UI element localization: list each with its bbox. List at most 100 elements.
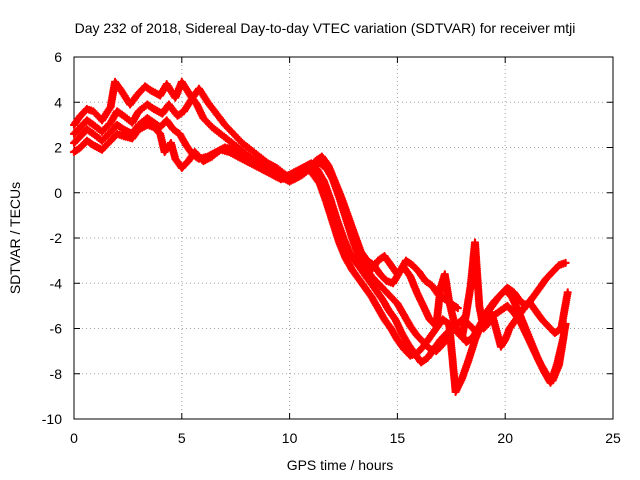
data-point xyxy=(402,265,406,269)
data-point xyxy=(311,173,315,177)
data-point xyxy=(195,103,199,107)
data-point xyxy=(441,317,445,321)
data-point xyxy=(158,132,162,136)
data-point xyxy=(538,286,542,290)
data-point xyxy=(197,87,201,91)
data-point xyxy=(257,155,261,159)
data-point xyxy=(344,256,348,260)
data-point xyxy=(270,173,274,177)
data-point xyxy=(482,327,486,330)
data-point xyxy=(540,317,544,321)
series-trace-5 xyxy=(348,224,572,351)
y-tick-label: -10 xyxy=(42,411,62,427)
data-point xyxy=(402,347,406,351)
data-point xyxy=(249,148,253,152)
data-point xyxy=(91,109,95,113)
data-point xyxy=(158,93,162,97)
data-point xyxy=(122,134,126,138)
data-point xyxy=(464,311,468,315)
data-point xyxy=(173,96,177,100)
data-point xyxy=(193,150,197,154)
data-point xyxy=(408,274,412,278)
grid-lines xyxy=(74,57,613,419)
data-point xyxy=(253,164,257,168)
data-point xyxy=(395,272,399,276)
data-point xyxy=(363,259,367,263)
data-point xyxy=(288,175,292,179)
data-point xyxy=(85,127,89,131)
data-point xyxy=(542,369,546,373)
data-point xyxy=(337,195,341,199)
data-point xyxy=(374,288,378,292)
data-point xyxy=(382,317,386,321)
data-point xyxy=(419,360,423,364)
data-point xyxy=(115,109,119,113)
data-point xyxy=(460,376,464,380)
data-point xyxy=(137,109,141,113)
data-point xyxy=(434,324,438,328)
data-point xyxy=(173,157,177,161)
data-point xyxy=(361,270,365,274)
data-point xyxy=(109,105,113,109)
data-point xyxy=(201,116,205,120)
data-point xyxy=(467,358,471,362)
data-point xyxy=(527,299,531,303)
data-point xyxy=(296,170,300,174)
data-point xyxy=(357,245,361,249)
data-point xyxy=(400,331,404,335)
data-point xyxy=(389,295,393,299)
data-point xyxy=(191,96,195,100)
data-point xyxy=(167,103,171,107)
data-point xyxy=(158,125,162,129)
data-point xyxy=(320,155,324,159)
data-point xyxy=(100,130,104,134)
data-point xyxy=(279,177,283,181)
data-point xyxy=(380,297,384,301)
y-tick-label: -4 xyxy=(50,275,63,291)
data-point xyxy=(109,130,113,134)
data-point xyxy=(175,114,179,118)
data-point xyxy=(492,299,496,303)
data-point xyxy=(376,259,380,263)
data-point xyxy=(219,148,223,152)
data-point xyxy=(564,261,568,265)
data-point xyxy=(128,103,132,107)
x-tick-label: 20 xyxy=(497,430,513,446)
data-point xyxy=(169,141,173,145)
data-point xyxy=(367,279,371,283)
data-point xyxy=(145,123,149,127)
data-point xyxy=(432,347,436,351)
x-tick-label: 5 xyxy=(178,430,186,446)
data-point xyxy=(370,268,374,272)
data-point xyxy=(376,306,380,310)
data-point xyxy=(206,100,210,104)
data-point xyxy=(391,281,395,285)
series-layer xyxy=(69,77,572,396)
data-point xyxy=(385,279,389,283)
data-point xyxy=(342,236,345,240)
data-point xyxy=(210,155,214,159)
data-point xyxy=(186,159,190,163)
data-point xyxy=(531,295,535,299)
data-point xyxy=(324,200,328,204)
data-point xyxy=(561,336,565,340)
data-point xyxy=(447,299,451,303)
data-point xyxy=(460,336,464,340)
y-tick-label: 0 xyxy=(54,185,62,201)
data-point xyxy=(262,168,266,172)
data-point xyxy=(408,354,412,358)
data-point xyxy=(357,277,361,281)
x-tick-label: 10 xyxy=(282,430,298,446)
data-point xyxy=(335,218,339,222)
data-point xyxy=(348,252,352,256)
data-point xyxy=(137,127,141,131)
data-point xyxy=(318,182,322,186)
data-point xyxy=(130,136,134,140)
data-point xyxy=(555,363,559,367)
data-point xyxy=(152,107,156,111)
y-tick-label: 4 xyxy=(54,94,62,110)
data-point xyxy=(410,263,414,267)
data-point xyxy=(566,290,570,294)
data-point xyxy=(227,139,231,143)
y-tick-label: -8 xyxy=(50,366,63,382)
